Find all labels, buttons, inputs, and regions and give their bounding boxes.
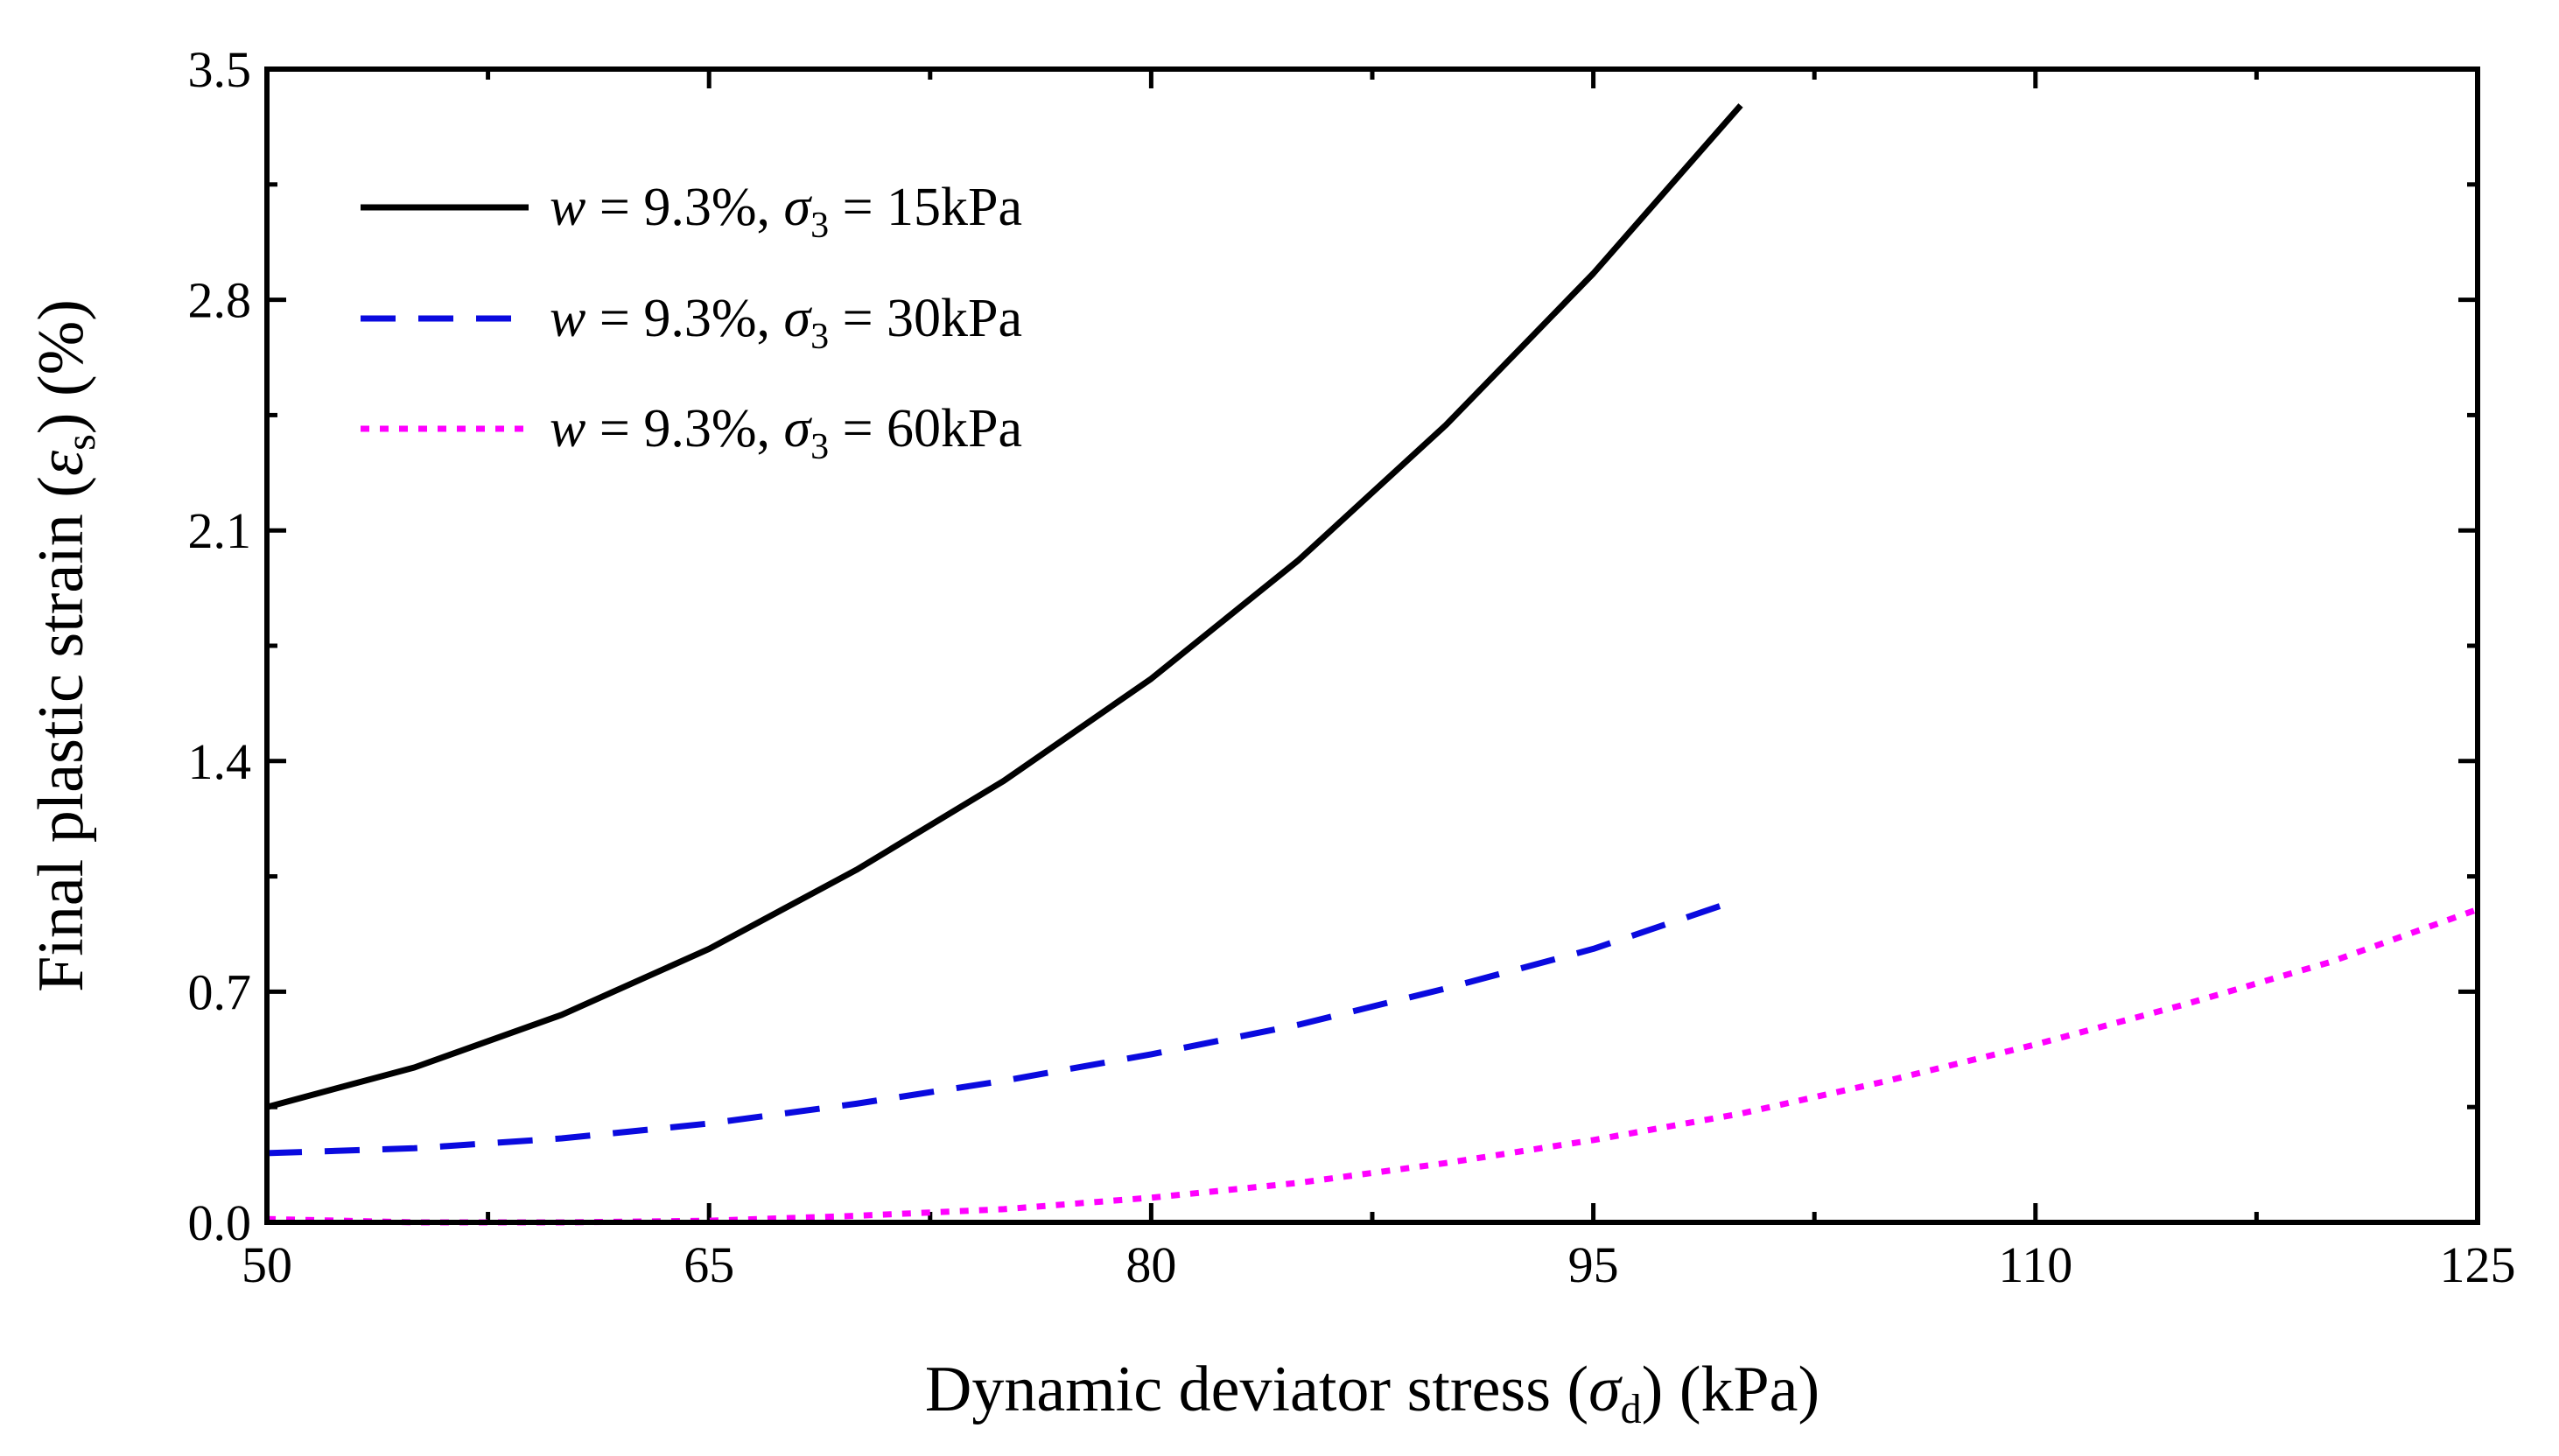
- y-tick-label: 2.1: [188, 502, 252, 559]
- tick-labels: 50 65 80 95 110 125 0.0 0.7 1.4 2.1 2.8 3.5: [188, 41, 2516, 1293]
- series-line-1: [266, 103, 1743, 1110]
- x-tick-label: 110: [1998, 1236, 2072, 1293]
- legend-label-3: w = 9.3%, σ3 = 60kPa: [550, 399, 1022, 467]
- x-tick-label: 80: [1125, 1236, 1176, 1293]
- legend-label-1: w = 9.3%, σ3 = 15kPa: [550, 178, 1022, 246]
- plot-frame: [264, 66, 2480, 1225]
- y-tick-label: 0.7: [188, 963, 252, 1020]
- legend-label-2: w = 9.3%, σ3 = 30kPa: [550, 289, 1022, 357]
- x-tick-label: 95: [1568, 1236, 1619, 1293]
- x-tick-label: 50: [242, 1236, 292, 1293]
- x-axis-title: Dynamic deviator stress (σd) (kPa): [925, 1354, 1819, 1432]
- y-tick-label: 1.4: [188, 733, 252, 790]
- y-tick-label: 3.5: [188, 41, 252, 98]
- y-tick-label: 2.8: [188, 272, 252, 329]
- y-axis-title: Final plastic strain (εs) (%): [25, 299, 104, 992]
- x-tick-label: 125: [2440, 1236, 2516, 1293]
- legend: w = 9.3%, σ3 = 15kPa w = 9.3%, σ3 = 30kPa…: [361, 178, 1022, 467]
- y-tick-label: 0.0: [188, 1194, 252, 1251]
- series-line-2: [266, 903, 1721, 1157]
- x-tick-label: 65: [684, 1236, 734, 1293]
